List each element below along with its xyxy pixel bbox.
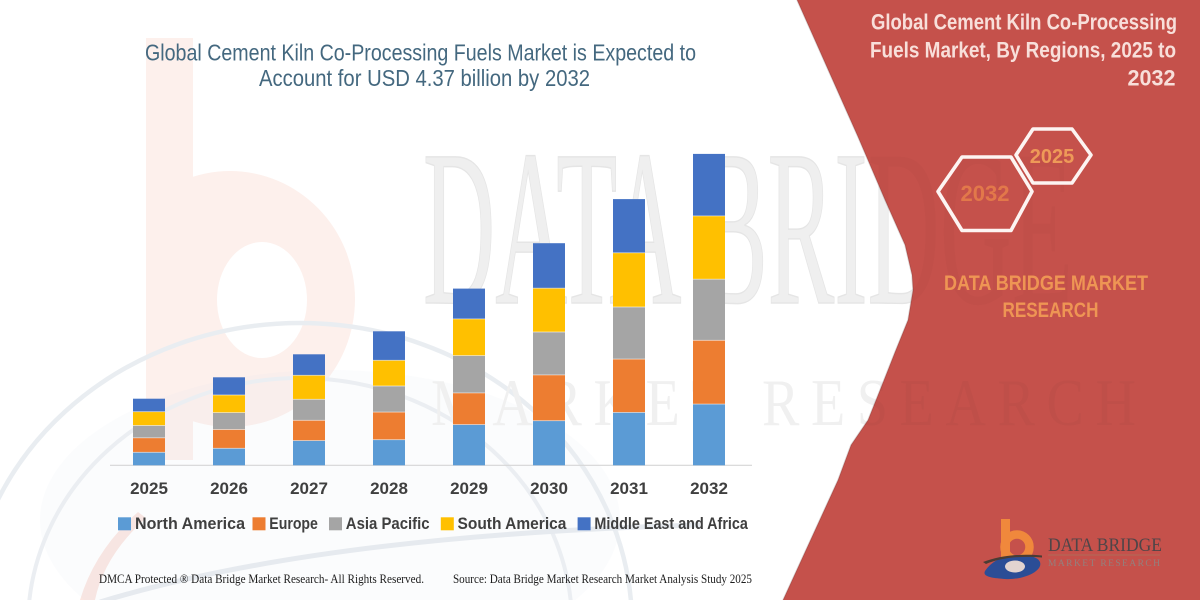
svg-text:2025: 2025	[130, 479, 168, 498]
svg-text:Global Cement Kiln Co-Processi: Global Cement Kiln Co-Processing Fuels M…	[145, 40, 696, 66]
svg-text:Europe: Europe	[269, 514, 318, 533]
svg-text:2032: 2032	[961, 181, 1010, 206]
svg-text:2032: 2032	[1128, 66, 1176, 91]
svg-text:MARKET RESEARCH: MARKET RESEARCH	[1048, 559, 1160, 569]
svg-text:DMCA Protected ® Data Bridge M: DMCA Protected ® Data Bridge Market Rese…	[99, 572, 424, 586]
svg-text:North America: North America	[135, 514, 246, 533]
svg-text:2030: 2030	[530, 479, 568, 498]
svg-text:2031: 2031	[610, 479, 648, 498]
svg-text:South America: South America	[458, 514, 567, 533]
svg-text:Source: Data Bridge Market Res: Source: Data Bridge Market Research Mark…	[453, 572, 752, 586]
svg-text:2027: 2027	[290, 479, 328, 498]
svg-text:2028: 2028	[370, 479, 408, 498]
svg-text:Fuels Market, By Regions, 2025: Fuels Market, By Regions, 2025 to	[870, 38, 1176, 63]
svg-text:Global Cement Kiln Co-Processi: Global Cement Kiln Co-Processing	[871, 10, 1177, 35]
svg-text:Account for USD 4.37 billion b: Account for USD 4.37 billion by 2032	[259, 65, 590, 91]
svg-text:DATA BRIDGE MARKET: DATA BRIDGE MARKET	[944, 272, 1148, 295]
svg-text:2026: 2026	[210, 479, 248, 498]
svg-text:2025: 2025	[1030, 146, 1075, 168]
svg-text:Asia Pacific: Asia Pacific	[346, 514, 430, 533]
svg-text:2029: 2029	[450, 479, 488, 498]
svg-text:2032: 2032	[690, 479, 728, 498]
svg-text:RESEARCH: RESEARCH	[1003, 299, 1099, 322]
svg-text:DATA BRIDGE: DATA BRIDGE	[1048, 535, 1162, 556]
svg-text:Middle East and Africa: Middle East and Africa	[594, 514, 748, 533]
